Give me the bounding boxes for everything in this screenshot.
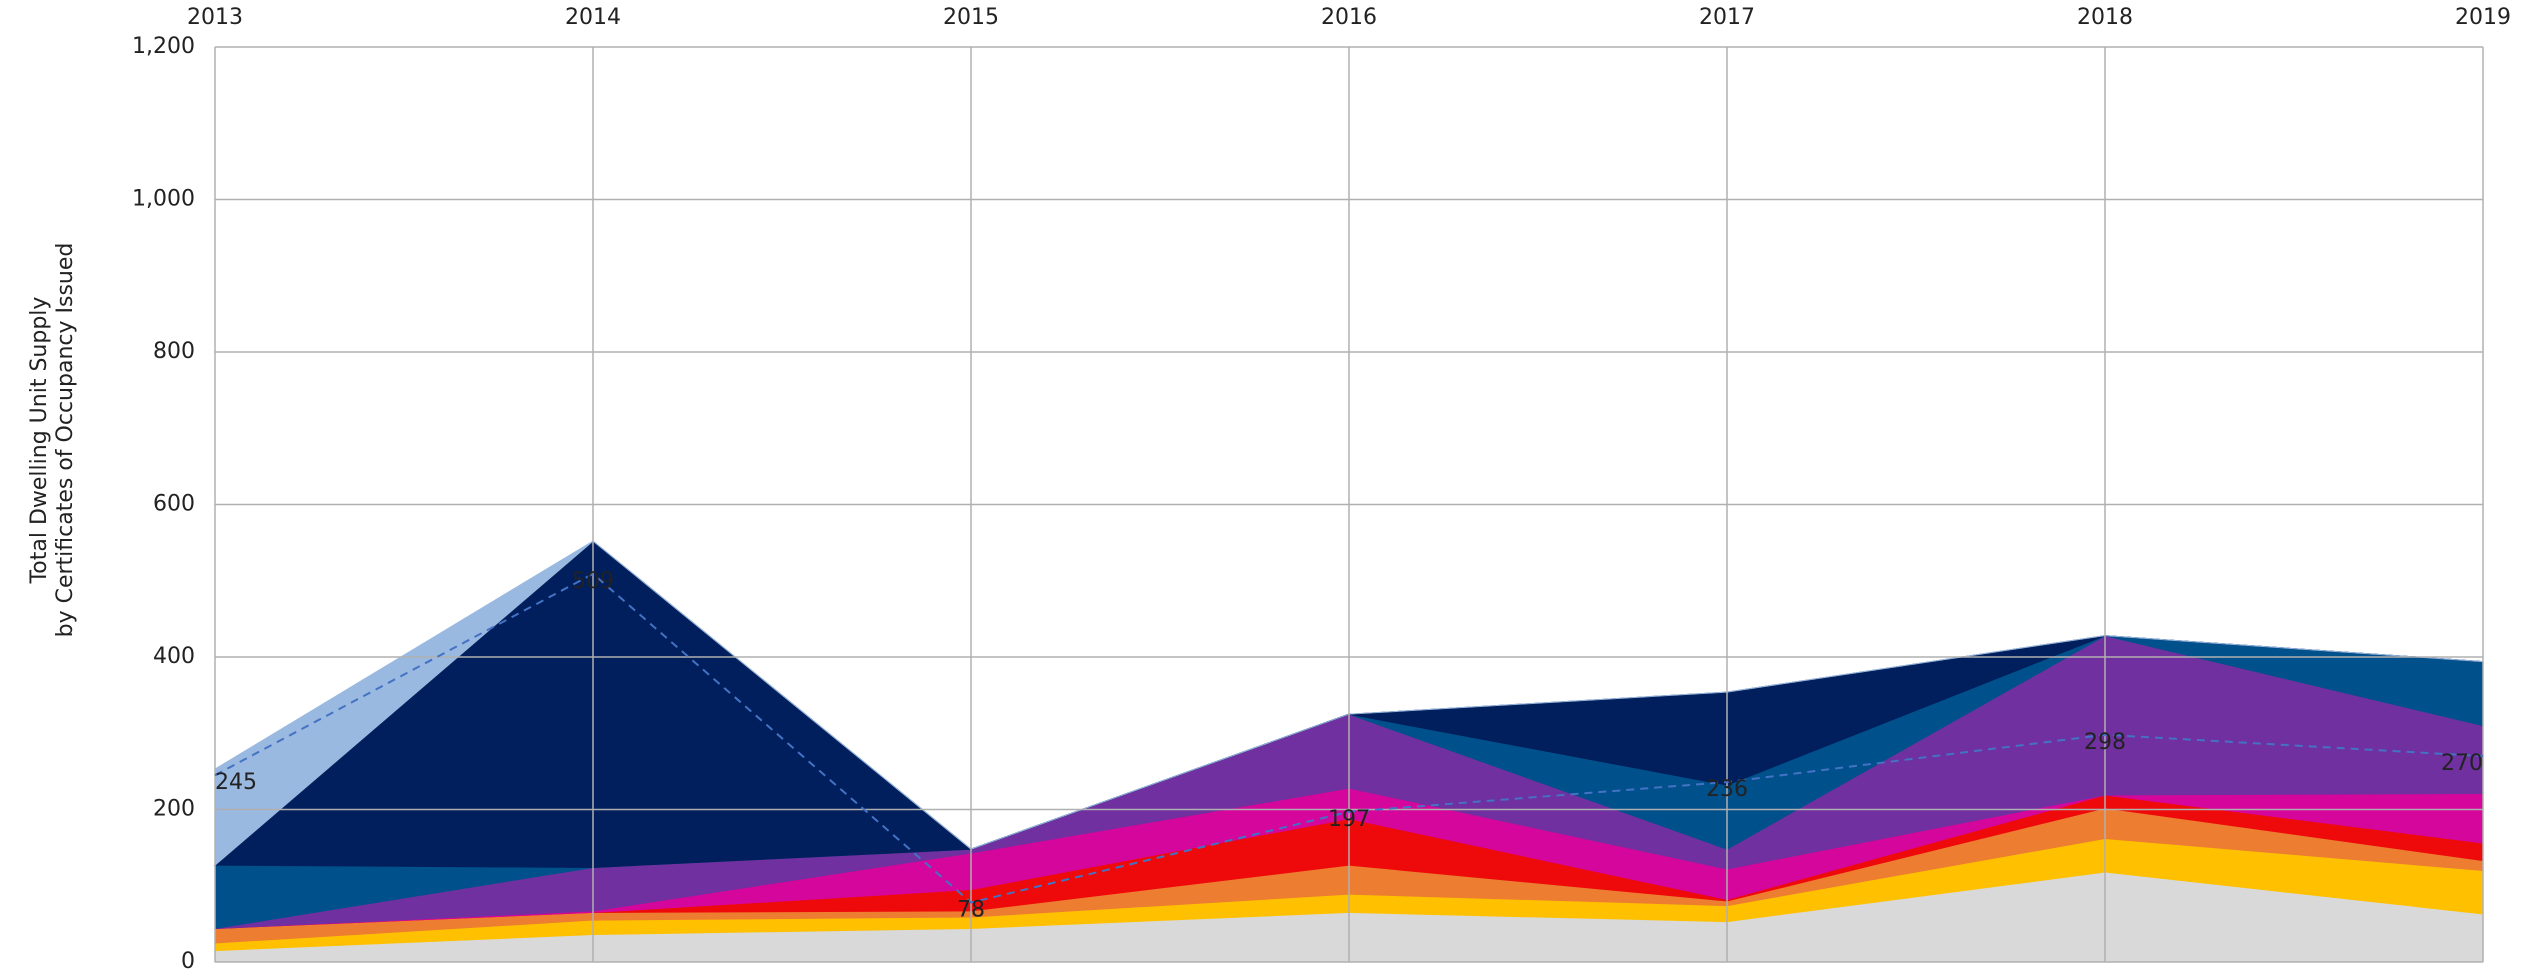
x-tick-label: 2015 — [943, 5, 999, 30]
data-label: 236 — [1706, 777, 1748, 802]
data-label: 245 — [215, 770, 257, 795]
data-label: 509 — [572, 569, 614, 594]
y-tick-label: 1,000 — [132, 187, 195, 212]
x-tick-label: 2017 — [1699, 5, 1755, 30]
y-tick-label: 400 — [153, 644, 195, 669]
y-tick-label: 1,200 — [132, 34, 195, 59]
data-label: 197 — [1328, 807, 1370, 832]
line — [214, 572, 2484, 904]
y-tick-label: 600 — [153, 492, 195, 517]
y-tick-label: 800 — [153, 339, 195, 364]
y-tick-label: 0 — [181, 949, 195, 974]
y-tick-label: 200 — [153, 797, 195, 822]
x-tick-label: 2018 — [2077, 5, 2133, 30]
data-label: 78 — [957, 898, 985, 923]
y-axis-title: Total Dwelling Unit Supply — [27, 297, 52, 585]
data-label: 270 — [2441, 751, 2483, 776]
y-axis-title: by Certificates of Occupancy Issued — [53, 243, 78, 638]
data-label: 298 — [2084, 730, 2126, 755]
x-tick-label: 2014 — [565, 5, 621, 30]
x-tick-label: 2019 — [2455, 5, 2511, 30]
x-tick-label: 2016 — [1321, 5, 1377, 30]
area — [214, 540, 2484, 867]
x-tick-label: 2013 — [187, 5, 243, 30]
